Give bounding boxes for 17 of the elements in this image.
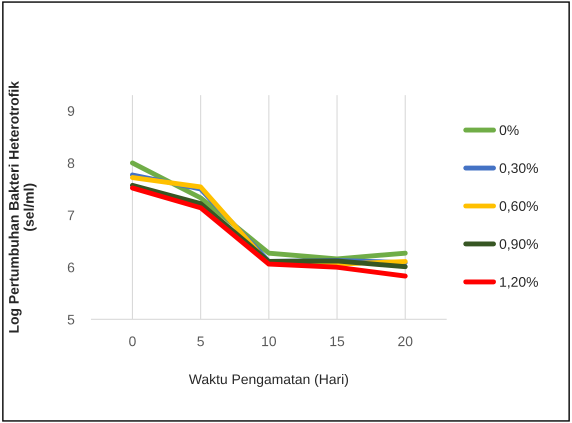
x-tick-label: 5 [197, 336, 204, 346]
x-tick-label: 15 [330, 336, 344, 346]
x-tick-label: 0 [129, 336, 136, 346]
legend-label: 0,90% [500, 239, 538, 251]
y-tick-label: 7 [68, 210, 74, 220]
y-tick-label: 8 [68, 158, 74, 168]
y-tick-label: 5 [68, 314, 74, 325]
legend-label: 0,30% [500, 163, 538, 175]
y-tick-label: 9 [68, 106, 74, 116]
x-tick-label: 20 [398, 336, 412, 346]
x-tick-label: 10 [262, 336, 276, 346]
legend-label: 0% [500, 125, 519, 136]
y-axis-title: Log Pertumbuhan Bakteri Heterotrofik (sel/ml) [8, 81, 37, 333]
y-tick-label: 6 [68, 262, 74, 272]
legend-label: 1,20% [500, 277, 538, 289]
legend-label: 0,60% [500, 201, 538, 213]
x-axis-title: Waktu Pengamatan (Hari) [188, 374, 348, 387]
